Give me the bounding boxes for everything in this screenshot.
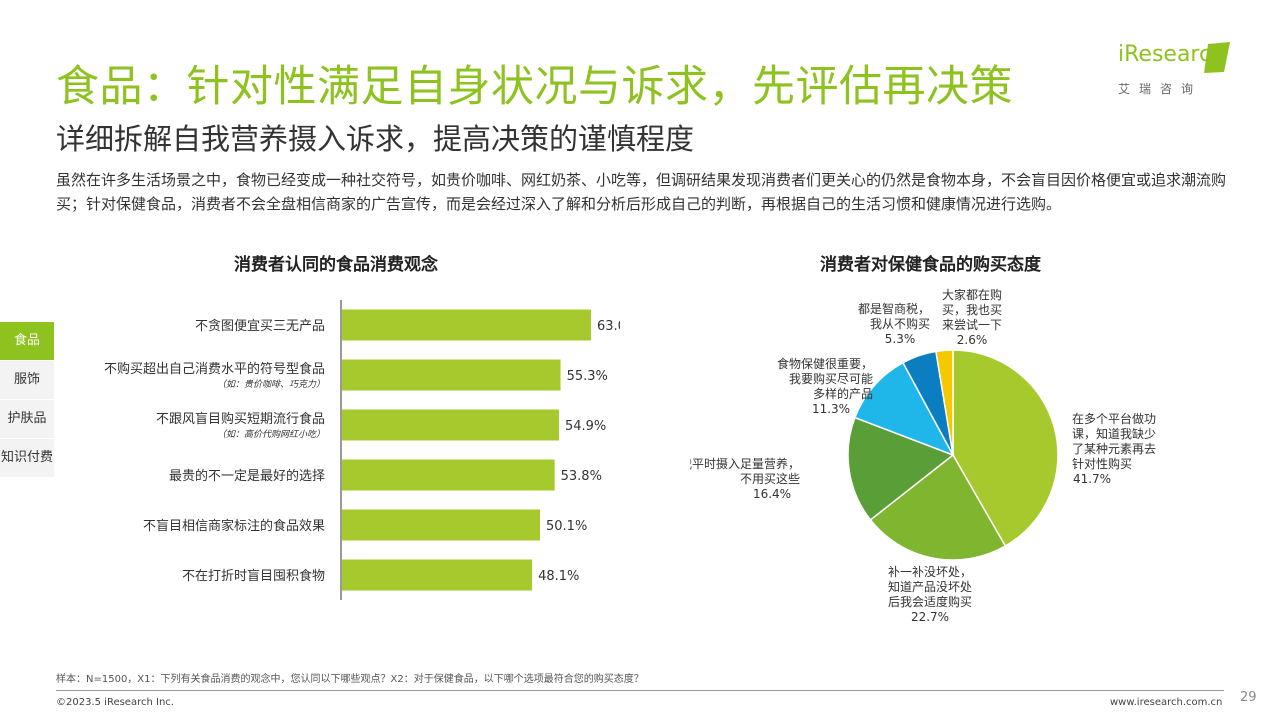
- data-label: 50.1%: [546, 519, 587, 534]
- logo-wordmark: iResearch: [1118, 42, 1226, 67]
- logo-subtitle: 艾瑞咨询: [1118, 82, 1203, 96]
- slice-label: 多样的产品: [813, 386, 873, 401]
- page-title: 食品：针对性满足自身状况与诉求，先评估再决策: [56, 62, 1013, 112]
- pie-slice: [952, 349, 1059, 548]
- pie-chart-title: 消费者对保健食品的购买态度: [820, 255, 1041, 275]
- copyright: ©2023.5 iResearch Inc.: [56, 697, 174, 708]
- bar: [342, 459, 555, 491]
- category-note: （如：贵价咖啡、巧克力）: [217, 379, 325, 390]
- slice-label: 我要购买尽可能: [789, 371, 873, 386]
- sidenav-item-knowledge-payment[interactable]: 知识付费: [0, 439, 54, 477]
- pie-slice: [847, 416, 955, 521]
- side-nav: 食品 服饰 护肤品 知识付费: [0, 322, 54, 478]
- page-description: 虽然在许多生活场景之中，食物已经变成一种社交符号，如贵价咖啡、网红奶茶、小吃等，…: [56, 171, 1227, 213]
- bar: [342, 309, 591, 341]
- slice-label: 后我会适度购买: [888, 594, 972, 609]
- slice-label: 大家都在购: [942, 287, 1002, 302]
- slice-percent: 2.6%: [957, 333, 988, 347]
- slice-percent: 41.7%: [1073, 472, 1111, 486]
- data-label: 54.9%: [565, 419, 606, 434]
- bar-chart: 不贪图便宜买三无产品 63.0% 不购买超出自己消费水平的符号型食品 （如：贵价咖啡、…: [104, 300, 620, 600]
- sidenav-item-skincare[interactable]: 护肤品: [0, 400, 54, 438]
- pie-slice: [935, 349, 954, 456]
- slice-label: 了某种元素再去: [1072, 442, 1156, 456]
- bar: [342, 359, 561, 391]
- website-link[interactable]: www.iresearch.com.cn: [1110, 697, 1223, 708]
- slice-label: 我从不购买: [870, 316, 930, 331]
- slice-label: 补一补没坏处，: [888, 564, 972, 579]
- footer-note: 样本：N=1500，X1：下列有关食品消费的观念中，您认同以下哪些观点？X2：对…: [56, 674, 644, 685]
- slice-label: 都是智商税，: [858, 301, 930, 316]
- category-note: （如：高价代购网红小吃）: [217, 429, 325, 440]
- page-subtitle: 详细拆解自我营养摄入诉求，提高决策的谨慎程度: [56, 122, 695, 156]
- bar-chart-title: 消费者认同的食品消费观念: [234, 255, 438, 275]
- pie-slice: [869, 453, 1007, 561]
- category-label: 最贵的不一定是最好的选择: [169, 468, 325, 484]
- iresearch-logo: iResearch 艾瑞咨询: [1112, 42, 1232, 98]
- slice-label: 我平时摄入足量营养，: [690, 456, 800, 471]
- sidenav-item-food[interactable]: 食品: [0, 322, 54, 360]
- page-number: 29: [1240, 690, 1257, 705]
- category-label: 不跟风盲目购买短期流行食品: [156, 411, 325, 427]
- bar: [342, 409, 559, 441]
- sidenav-item-clothing[interactable]: 服饰: [0, 361, 54, 399]
- slice-label: 食物保健很重要，: [777, 356, 873, 371]
- slice-percent: 11.3%: [812, 402, 850, 416]
- category-label: 不贪图便宜买三无产品: [195, 319, 325, 334]
- slice-label: 针对性购买: [1072, 456, 1132, 471]
- slice-label: 知道产品没坏处: [888, 579, 972, 594]
- bar: [342, 559, 533, 591]
- category-label: 不盲目相信商家标注的食品效果: [143, 518, 325, 534]
- category-label: 不在打折时盲目囤积食物: [182, 568, 325, 584]
- slice-percent: 16.4%: [753, 487, 791, 501]
- slice-label: 买，我也买: [942, 303, 1002, 317]
- slice-label: 课，知道我缺少: [1072, 426, 1156, 441]
- slice-label: 在多个平台做功: [1072, 411, 1156, 426]
- data-label: 48.1%: [538, 569, 579, 584]
- footer-divider: [56, 690, 1224, 691]
- slice-percent: 22.7%: [911, 610, 949, 624]
- category-label: 不购买超出自己消费水平的符号型食品: [104, 361, 325, 377]
- data-label: 63.0%: [597, 319, 620, 334]
- pie-slice: [853, 361, 955, 457]
- slice-percent: 5.3%: [885, 332, 916, 346]
- slice-label: 不用买这些: [740, 471, 800, 486]
- bar: [342, 509, 541, 541]
- logo-badge-icon: [1112, 42, 1230, 74]
- data-label: 55.3%: [567, 369, 608, 384]
- slice-label: 来尝试一下: [942, 317, 1002, 332]
- data-label: 53.8%: [561, 469, 602, 484]
